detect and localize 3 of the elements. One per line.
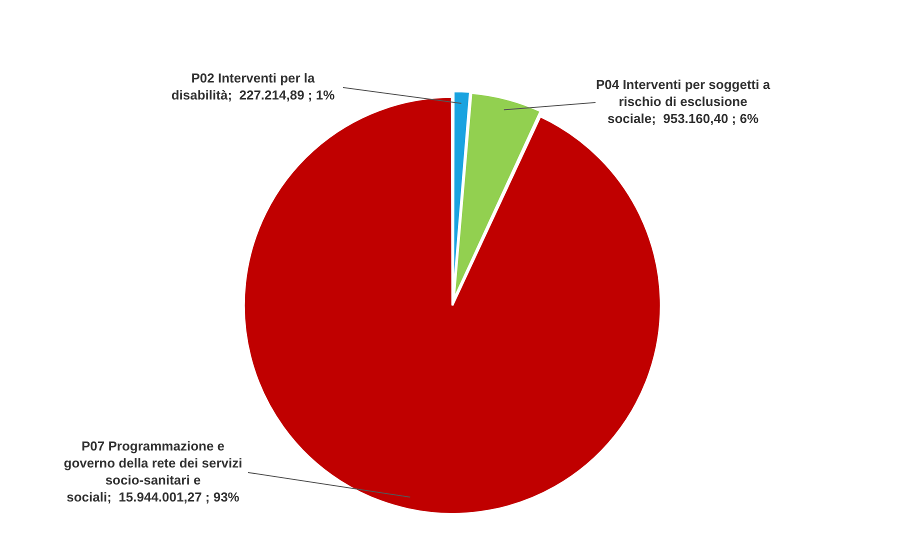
slice-label: P04 Interventi per soggetti a rischio di esclusione sociale; 953.160,40 ; 6%: [596, 77, 771, 126]
slice-label: P02 Interventi per la disabilità; 227.214,89 ; 1%: [171, 70, 336, 103]
slice-label: P07 Programmazione e governo della rete dei servizi socio-sanitari e sociali; 15.944.001,27 ; 93%: [64, 438, 242, 505]
